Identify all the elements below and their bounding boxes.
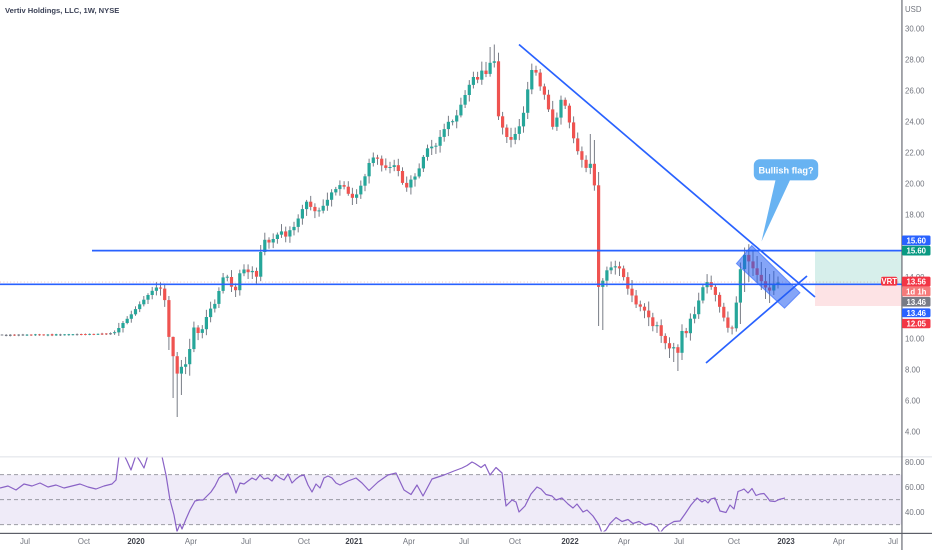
svg-text:40.00: 40.00 [905,508,925,517]
svg-text:1d 1h: 1d 1h [906,288,927,297]
svg-text:30.00: 30.00 [905,24,925,33]
svg-text:13.46: 13.46 [906,309,926,318]
svg-text:Jul: Jul [20,537,30,546]
svg-text:26.00: 26.00 [905,86,925,95]
svg-text:10.00: 10.00 [905,334,925,343]
svg-text:15.60: 15.60 [906,236,926,245]
svg-text:22.00: 22.00 [905,148,925,157]
svg-text:USD: USD [905,5,922,14]
svg-text:Jul: Jul [459,537,469,546]
svg-text:18.00: 18.00 [905,210,925,219]
svg-text:12.05: 12.05 [906,320,926,329]
svg-text:2023: 2023 [777,537,795,546]
svg-text:2021: 2021 [345,537,363,546]
svg-text:24.00: 24.00 [905,117,925,126]
svg-text:Oct: Oct [298,537,311,546]
svg-text:6.00: 6.00 [905,396,921,405]
svg-text:Apr: Apr [403,537,416,546]
svg-text:13.46: 13.46 [906,298,926,307]
svg-text:Apr: Apr [833,537,846,546]
svg-text:2020: 2020 [127,537,145,546]
svg-text:60.00: 60.00 [905,483,925,492]
svg-text:Vertiv Holdings, LLC, 1W, NYSE: Vertiv Holdings, LLC, 1W, NYSE [5,6,119,15]
svg-text:13.56: 13.56 [906,278,926,287]
svg-text:Jul: Jul [888,537,898,546]
svg-text:Apr: Apr [185,537,198,546]
svg-text:8.00: 8.00 [905,365,921,374]
svg-text:Oct: Oct [728,537,741,546]
svg-text:Oct: Oct [78,537,91,546]
svg-text:Apr: Apr [618,537,631,546]
svg-text:Oct: Oct [509,537,522,546]
svg-text:Bullish flag?: Bullish flag? [758,166,814,176]
svg-text:VRT: VRT [881,277,897,286]
svg-text:4.00: 4.00 [905,427,921,436]
svg-text:28.00: 28.00 [905,55,925,64]
svg-text:15.60: 15.60 [906,247,926,256]
svg-text:2022: 2022 [561,537,579,546]
svg-text:80.00: 80.00 [905,458,925,467]
svg-text:Jul: Jul [241,537,251,546]
svg-text:20.00: 20.00 [905,179,925,188]
svg-text:Jul: Jul [674,537,684,546]
